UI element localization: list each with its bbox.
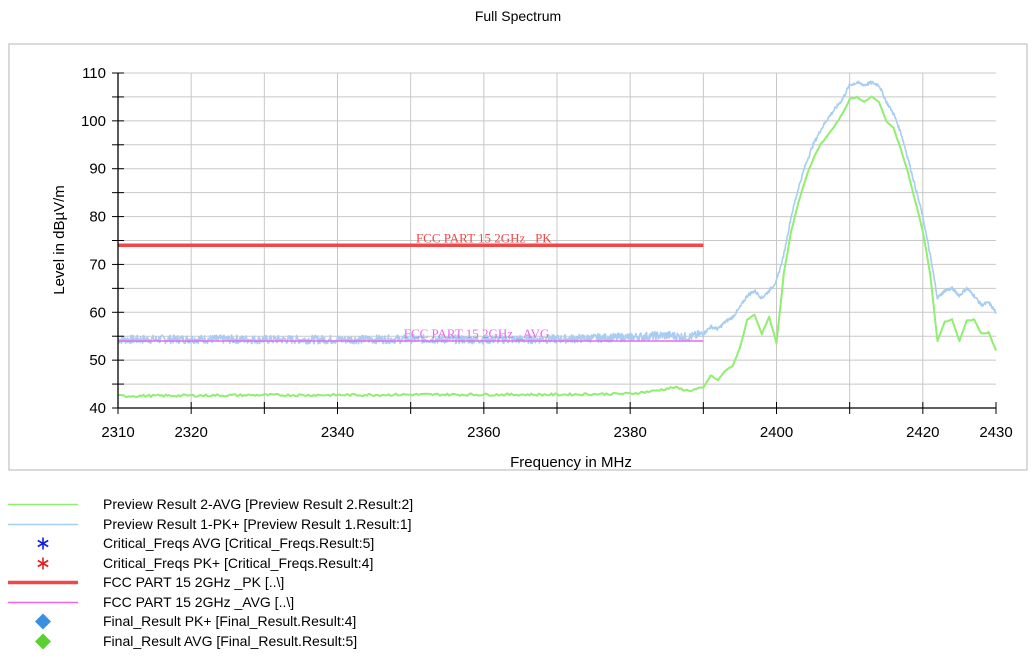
legend-label: Final_Result PK+ [Final_Result.Result:4] <box>103 613 357 629</box>
chart-title: Full Spectrum <box>474 8 562 24</box>
legend-swatch-asterisk <box>37 557 49 569</box>
legend-label: FCC PART 15 2GHz _PK [..\] <box>103 574 285 590</box>
legend-swatch-line-thick <box>8 580 78 585</box>
x-tick-label: 2320 <box>174 424 207 441</box>
legend-swatch-line-thin <box>8 503 78 506</box>
legend-item: Final_Result PK+ [Final_Result.Result:4] <box>0 613 700 630</box>
legend-label: Critical_Freqs PK+ [Critical_Freqs.Resul… <box>103 554 374 571</box>
x-axis-label: Frequency in MHz <box>510 454 632 471</box>
y-tick-label: 80 <box>89 209 106 226</box>
limit-pk-annotation: FCC PART 15 2GHz _PK <box>416 230 552 245</box>
legend-item: Preview Result 1-PK+ [Preview Result 1.R… <box>0 516 700 533</box>
x-tick-label: 2420 <box>906 424 939 441</box>
chart-plot: FCC PART 15 2GHz _PK FCC PART 15 2GHz _AV… <box>8 43 1028 471</box>
legend-swatch-diamond <box>35 613 51 630</box>
y-tick-label: 70 <box>89 256 106 273</box>
y-axis-label: Level in dBµV/m <box>51 185 68 295</box>
legend-item: FCC PART 15 2GHz _AVG [..\] <box>0 594 700 611</box>
grid <box>118 72 996 409</box>
legend-label: FCC PART 15 2GHz _AVG [..\] <box>103 593 295 610</box>
x-tick-label: 2380 <box>613 424 646 441</box>
y-tick-label: 110 <box>82 65 106 82</box>
legend-label: Final_Result AVG [Final_Result.Result:5] <box>103 632 358 649</box>
x-tick-label: 2340 <box>321 424 354 441</box>
legend-label: Preview Result 1-PK+ [Preview Result 1.R… <box>103 515 412 532</box>
legend-swatch-line-thin <box>8 523 78 525</box>
y-tick-label: 60 <box>89 304 106 321</box>
annotation-layer: FCC PART 15 2GHz _PK FCC PART 15 2GHz _AV… <box>404 230 553 341</box>
y-tick-label: 40 <box>89 400 106 417</box>
legend-swatch-line-thin <box>8 601 78 603</box>
x-tick-label: 2430 <box>979 424 1012 441</box>
legend-item: Preview Result 2-AVG [Preview Result 2.R… <box>0 496 700 513</box>
legend-item: Final_Result AVG [Final_Result.Result:5] <box>0 633 700 650</box>
legend-item: Critical_Freqs AVG [Critical_Freqs.Resul… <box>0 535 700 552</box>
x-tick-label: 2360 <box>467 424 500 441</box>
legend-item: Critical_Freqs PK+ [Critical_Freqs.Resul… <box>0 555 700 572</box>
legend-label: Critical_Freqs AVG [Critical_Freqs.Resul… <box>103 535 375 551</box>
legend-swatch-diamond <box>35 633 51 649</box>
y-tick-label: 90 <box>89 161 106 178</box>
y-tick-label: 100 <box>81 113 106 130</box>
y-tick-label: 50 <box>89 352 106 369</box>
legend-swatch-asterisk <box>37 537 49 550</box>
chart-frame <box>8 43 1028 471</box>
series-layer <box>117 80 997 398</box>
x-tick-label: 2400 <box>760 424 793 441</box>
legend-label: Preview Result 2-AVG [Preview Result 2.R… <box>103 496 414 512</box>
series-avg-line <box>118 95 997 398</box>
axes: 40 50 60 70 80 90 100 110 2310 2320 2340 2360 2380 24… <box>81 65 1013 441</box>
x-tick-label: 2310 <box>101 424 134 441</box>
limit-avg-annotation: FCC PART 15 2GHz _AVG <box>404 326 550 341</box>
legend-item: FCC PART 15 2GHz _PK [..\] <box>0 574 700 591</box>
